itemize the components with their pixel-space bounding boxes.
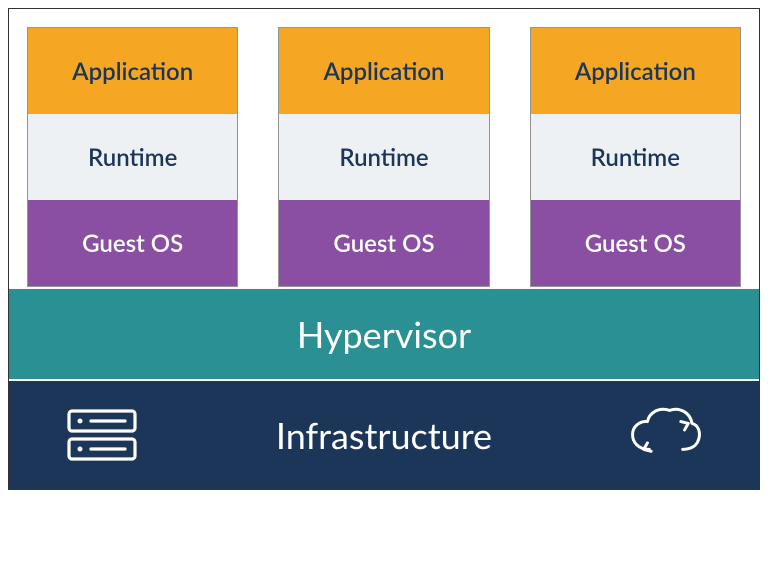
runtime-layer: Runtime <box>279 114 488 200</box>
server-icon <box>63 403 141 467</box>
virtualization-diagram: Application Runtime Guest OS Application… <box>8 8 760 490</box>
runtime-label: Runtime <box>88 143 177 172</box>
runtime-layer: Runtime <box>531 114 740 200</box>
guest-os-label: Guest OS <box>82 229 183 258</box>
cloud-icon <box>627 403 705 467</box>
application-layer: Application <box>531 28 740 114</box>
guest-os-label: Guest OS <box>585 229 686 258</box>
infrastructure-layer: Infrastructure <box>9 379 759 489</box>
hypervisor-label: Hypervisor <box>297 312 471 356</box>
application-label: Application <box>323 57 444 86</box>
infrastructure-label: Infrastructure <box>141 413 627 457</box>
runtime-label: Runtime <box>591 143 680 172</box>
guest-os-layer: Guest OS <box>28 200 237 286</box>
runtime-layer: Runtime <box>28 114 237 200</box>
application-layer: Application <box>279 28 488 114</box>
vm-columns-row: Application Runtime Guest OS Application… <box>9 9 759 287</box>
vm-stack: Application Runtime Guest OS <box>530 27 741 287</box>
application-layer: Application <box>28 28 237 114</box>
application-label: Application <box>72 57 193 86</box>
hypervisor-layer: Hypervisor <box>9 287 759 379</box>
guest-os-layer: Guest OS <box>279 200 488 286</box>
runtime-label: Runtime <box>339 143 428 172</box>
vm-stack: Application Runtime Guest OS <box>278 27 489 287</box>
application-label: Application <box>575 57 696 86</box>
guest-os-label: Guest OS <box>333 229 434 258</box>
vm-stack: Application Runtime Guest OS <box>27 27 238 287</box>
guest-os-layer: Guest OS <box>531 200 740 286</box>
